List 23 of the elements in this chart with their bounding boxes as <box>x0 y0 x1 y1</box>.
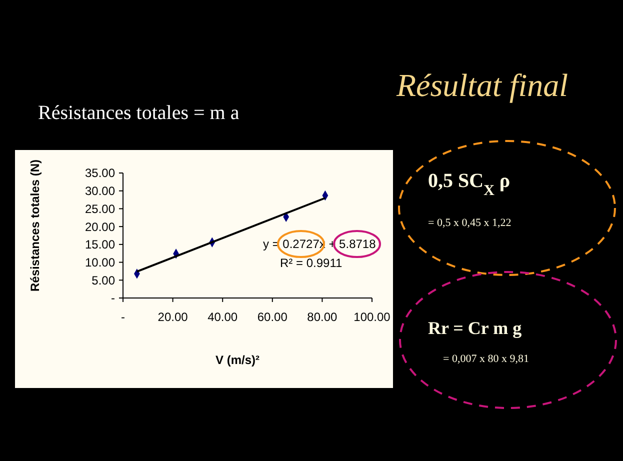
text: = 0,5 x 0,45 x 1,22 <box>428 217 512 229</box>
text: Rr = Cr m g <box>428 318 522 338</box>
y-tick-label: - <box>111 291 115 306</box>
x-tick-label: 80.00 <box>307 310 338 324</box>
y-tick-label: 15.00 <box>84 238 116 252</box>
x-tick-label: - <box>121 310 125 324</box>
y-tick-label: 30.00 <box>84 184 116 198</box>
y-tick-label: 5.00 <box>92 273 116 288</box>
y-tick-label: 10.00 <box>84 255 116 270</box>
text: = 0,007 x 80 x 9,81 <box>443 353 529 365</box>
y-tick-label: 25.00 <box>84 202 116 216</box>
y-axis-title: Résistances totales (N) <box>28 159 42 292</box>
x-tick-label: 60.00 <box>257 310 288 324</box>
x-tick-label: 40.00 <box>208 310 238 324</box>
chart-subtitle: Résistances totales = m a <box>38 102 240 124</box>
text: Résultat final <box>395 67 568 103</box>
y-tick-label: 20.00 <box>84 220 116 234</box>
annotation: R² = 0.9911 <box>280 256 342 270</box>
y-tick-label: 35.00 <box>84 166 116 180</box>
text: 0,5 SC$_{X}$ ρ <box>428 170 510 199</box>
x-tick-label: 20.00 <box>158 310 188 324</box>
x-tick-label: 100.00 <box>354 310 391 324</box>
x-axis-title: V (m/s)² <box>215 353 260 367</box>
